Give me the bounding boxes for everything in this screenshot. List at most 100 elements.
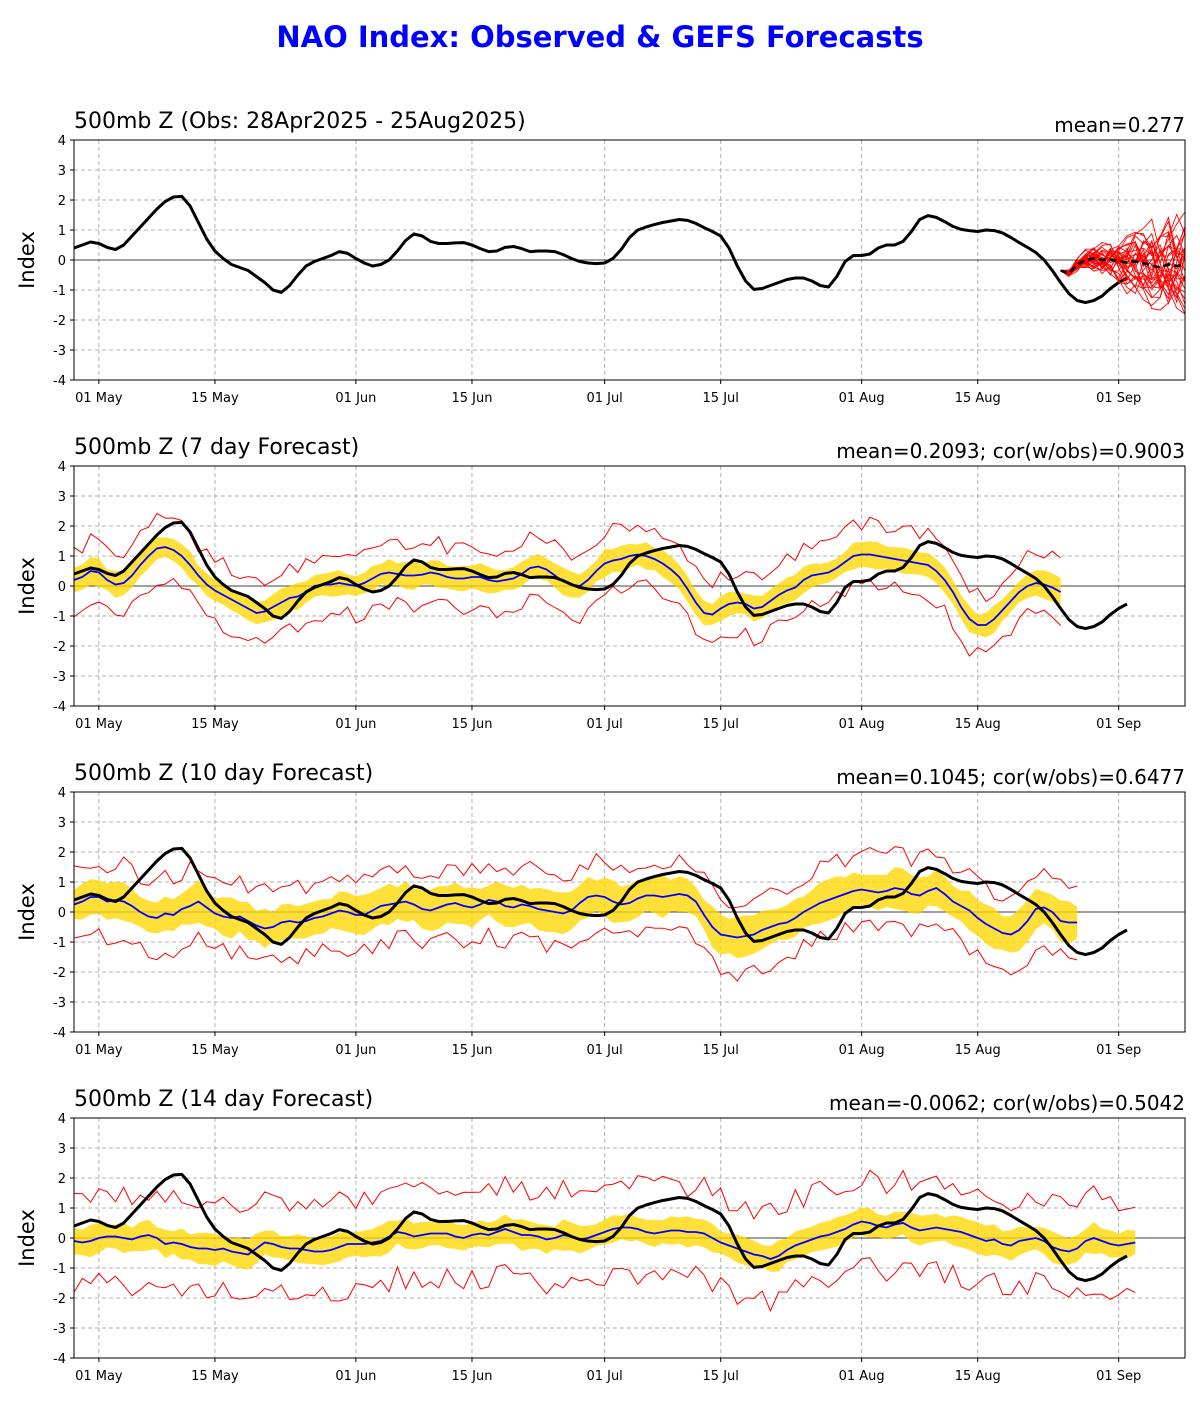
x-tick-label: 15 Jun (451, 717, 492, 732)
observed-line (73, 1172, 1128, 1283)
y-tick-label: -1 (53, 936, 66, 951)
y-tick-label: -2 (53, 640, 66, 655)
y-axis-label: Index (15, 557, 39, 615)
x-tick-label: 15 Jun (451, 1369, 492, 1384)
x-tick-label: 01 Sep (1096, 717, 1141, 732)
y-tick-label: 1 (58, 224, 66, 239)
y-tick-label: 3 (58, 490, 66, 505)
chart-panel-14day: 500mb Z (14 day Forecast) mean=-0.0062; … (0, 1083, 1200, 1409)
x-tick-label: 15 Aug (955, 1043, 1001, 1058)
y-axis-label: Index (15, 1209, 39, 1267)
plot-frame (73, 1117, 1186, 1359)
envelope-lower-line (73, 919, 1078, 982)
y-tick-label: 2 (58, 1172, 66, 1187)
x-tick-label: 15 Aug (955, 391, 1001, 406)
y-tick-label: 0 (58, 1232, 66, 1247)
panel-stat: mean=0.277 (1054, 113, 1185, 137)
x-tick-label: 01 May (75, 717, 123, 732)
plot-frame (73, 791, 1186, 1033)
x-tick-label: 15 May (191, 1043, 239, 1058)
x-tick-label: 01 Aug (839, 391, 885, 406)
x-tick-label: 01 Jul (586, 1043, 622, 1058)
y-tick-label: 2 (58, 194, 66, 209)
x-tick-label: 01 Jul (586, 717, 622, 732)
x-tick-label: 01 Jun (335, 391, 376, 406)
y-tick-label: -2 (53, 314, 66, 329)
ensemble-member-line (1060, 247, 1186, 285)
ensemble-member-line (1060, 243, 1186, 276)
y-tick-label: -3 (53, 1322, 66, 1337)
page-title: NAO Index: Observed & GEFS Forecasts (276, 20, 924, 54)
y-tick-label: 0 (58, 906, 66, 921)
y-tick-label: 3 (58, 1142, 66, 1157)
y-tick-label: 1 (58, 876, 66, 891)
panel-title: 500mb Z (14 day Forecast) (74, 1087, 374, 1112)
envelope-lower-line (73, 1257, 1136, 1313)
envelope-lower-line (73, 577, 1061, 657)
y-tick-label: -2 (53, 1292, 66, 1307)
ensemble-member-line (1060, 211, 1186, 276)
chart-panel-7day: 500mb Z (7 day Forecast) mean=0.2093; co… (0, 431, 1200, 757)
ensemble-mean-line (73, 1220, 1136, 1260)
x-tick-label: 01 Jun (335, 1369, 376, 1384)
y-tick-label: 3 (58, 164, 66, 179)
x-tick-label: 01 Aug (839, 1369, 885, 1384)
ensemble-member-line (1060, 259, 1186, 300)
panel-stat: mean=-0.0062; cor(w/obs)=0.5042 (828, 1091, 1185, 1115)
y-tick-label: 4 (58, 1112, 66, 1127)
x-tick-label: 01 Aug (839, 717, 885, 732)
x-tick-label: 15 Jun (451, 1043, 492, 1058)
x-tick-label: 15 Jun (451, 391, 492, 406)
panel-title: 500mb Z (10 day Forecast) (74, 761, 374, 786)
x-tick-label: 15 Jul (703, 717, 739, 732)
y-axis-label: Index (15, 231, 39, 289)
plot-frame (73, 139, 1186, 381)
ensemble-member-line (1060, 246, 1186, 306)
x-tick-label: 01 Jul (586, 1369, 622, 1384)
x-tick-label: 01 Jun (335, 717, 376, 732)
ensemble-member-line (1060, 227, 1186, 283)
x-tick-label: 15 Jul (703, 391, 739, 406)
axes: -4 -3 -2 -1 0 1 2 3 4 01 May 15 May 01 Jun 15 Jun 01 … (15, 1112, 1185, 1384)
envelope-upper-line (73, 1169, 1136, 1220)
y-tick-label: 4 (58, 460, 66, 475)
spread-band (74, 537, 1061, 638)
x-tick-label: 15 May (191, 391, 239, 406)
envelope-upper-line (73, 512, 1061, 603)
x-tick-label: 01 Sep (1096, 391, 1141, 406)
y-tick-label: 3 (58, 816, 66, 831)
y-tick-label: -4 (53, 1352, 66, 1367)
x-tick-label: 15 May (191, 1369, 239, 1384)
y-tick-label: -4 (53, 374, 66, 389)
observed-line (73, 846, 1128, 957)
y-axis-label: Index (15, 883, 39, 941)
x-tick-label: 01 May (75, 1043, 123, 1058)
y-tick-label: -3 (53, 996, 66, 1011)
x-tick-label: 01 Sep (1096, 1369, 1141, 1384)
y-tick-label: 0 (58, 580, 66, 595)
chart-panel-observed: 500mb Z (Obs: 28Apr2025 - 25Aug2025) mea… (0, 105, 1200, 431)
panel-stat: mean=0.2093; cor(w/obs)=0.9003 (836, 439, 1185, 463)
x-tick-label: 01 May (75, 391, 123, 406)
chart-svg: -4 -3 -2 -1 0 1 2 3 4 01 May 15 May 01 Jun 15 Jun 01 … (15, 134, 1186, 406)
y-tick-label: 4 (58, 134, 66, 149)
y-tick-label: 1 (58, 1202, 66, 1217)
y-tick-label: -3 (53, 344, 66, 359)
y-tick-label: -4 (53, 700, 66, 715)
y-tick-label: 2 (58, 846, 66, 861)
y-tick-label: 4 (58, 786, 66, 801)
x-tick-label: 01 Jun (335, 1043, 376, 1058)
chart-panel-10day: 500mb Z (10 day Forecast) mean=0.1045; c… (0, 757, 1200, 1083)
chart-svg: -4 -3 -2 -1 0 1 2 3 4 01 May 15 May 01 Jun 15 Jun 01 … (15, 460, 1186, 732)
x-tick-label: 15 Aug (955, 1369, 1001, 1384)
chart-svg: -4 -3 -2 -1 0 1 2 3 4 01 May 15 May 01 Jun 15 Jun 01 … (15, 1112, 1186, 1384)
y-tick-label: 2 (58, 520, 66, 535)
y-tick-label: 0 (58, 254, 66, 269)
x-tick-label: 01 Aug (839, 1043, 885, 1058)
panel-title: 500mb Z (Obs: 28Apr2025 - 25Aug2025) (74, 109, 526, 134)
y-tick-label: 1 (58, 550, 66, 565)
panel-title: 500mb Z (7 day Forecast) (74, 435, 360, 460)
x-tick-label: 01 May (75, 1369, 123, 1384)
ensemble-mean-line (73, 886, 1078, 939)
chart-svg: -4 -3 -2 -1 0 1 2 3 4 01 May 15 May 01 Jun 15 Jun 01 … (15, 786, 1186, 1058)
